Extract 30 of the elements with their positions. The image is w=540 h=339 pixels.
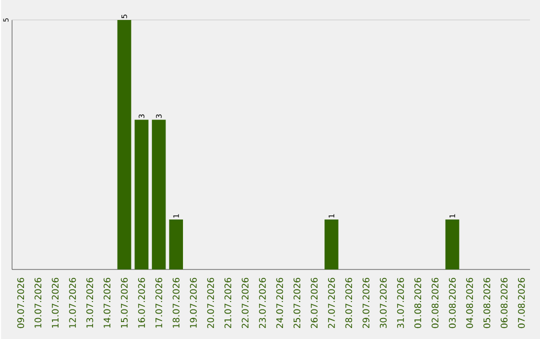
x-tick-label: 20.07.2026: [207, 278, 214, 328]
x-tick-label: 01.08.2026: [414, 278, 422, 328]
x-tick-label: 13.07.2026: [86, 278, 94, 328]
x-tick-label: 28.07.2026: [345, 278, 352, 328]
x-tick-label: 18.07.2026: [172, 278, 180, 328]
x-tick-label: 09.07.2026: [17, 278, 24, 328]
x-tick-label: 19.07.2026: [190, 278, 197, 328]
x-tick-label: 15.07.2026: [120, 278, 128, 328]
x-tick-label: 05.08.2026: [483, 278, 490, 328]
x-tick-label: 29.07.2026: [362, 278, 370, 328]
x-tick-label: 04.08.2026: [466, 278, 473, 328]
x-tick-label: 12.07.2026: [69, 278, 76, 328]
x-tick-label: 25.07.2026: [294, 278, 300, 328]
x-tick-label: 31.07.2026: [397, 278, 404, 328]
x-tick-label: 27.07.2026: [328, 278, 335, 328]
x-tick-label: 07.08.2026: [518, 278, 525, 328]
x-tick-label: 30.07.2026: [380, 278, 387, 328]
x-tick-label: 21.07.2026: [224, 278, 232, 328]
x-tick-label: 16.07.2026: [138, 278, 145, 328]
x-tick-label: 23.07.2026: [259, 278, 266, 328]
x-tick-label: 06.08.2026: [500, 278, 508, 328]
x-tick-label: 17.07.2026: [155, 278, 162, 328]
x-tick-label: 11.07.2026: [52, 278, 59, 328]
x-tick-label: 03.08.2026: [448, 278, 456, 328]
x-tick-label: 22.07.2026: [242, 278, 249, 328]
x-tick-label: 10.07.2026: [34, 278, 42, 328]
x-tick-label: 02.08.2026: [432, 278, 438, 328]
x-tick-label: 26.07.2026: [310, 278, 318, 328]
x-tick-label: 14.07.2026: [104, 278, 110, 328]
x-tick-label: 24.07.2026: [276, 278, 284, 328]
